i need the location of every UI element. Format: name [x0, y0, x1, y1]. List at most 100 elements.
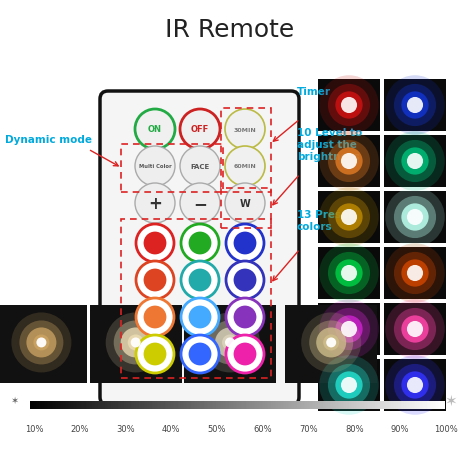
Circle shape [393, 85, 435, 127]
Circle shape [222, 335, 237, 351]
Circle shape [113, 321, 157, 364]
Circle shape [340, 98, 356, 114]
Circle shape [36, 338, 46, 347]
Bar [383, 80, 445, 132]
Circle shape [327, 140, 369, 183]
Circle shape [136, 335, 174, 373]
Circle shape [393, 308, 435, 350]
Text: Multi Color: Multi Color [138, 164, 171, 169]
Text: 40%: 40% [162, 425, 180, 434]
Circle shape [180, 262, 218, 299]
Circle shape [233, 232, 256, 255]
Circle shape [26, 328, 56, 358]
Text: 10 Level to
adjust the
brightness: 10 Level to adjust the brightness [296, 128, 361, 161]
Circle shape [128, 335, 143, 351]
Circle shape [134, 147, 174, 187]
Circle shape [308, 321, 353, 364]
Text: Dynamic mode: Dynamic mode [5, 135, 91, 145]
Circle shape [340, 265, 356, 281]
Circle shape [179, 110, 219, 150]
Text: 50%: 50% [207, 425, 226, 434]
Circle shape [180, 335, 218, 373]
Circle shape [130, 338, 140, 347]
Circle shape [319, 355, 378, 415]
Circle shape [301, 313, 360, 373]
Circle shape [136, 298, 174, 336]
Circle shape [384, 244, 444, 303]
Circle shape [19, 321, 63, 364]
Bar [317, 247, 379, 299]
Circle shape [393, 252, 435, 294]
Bar [383, 359, 445, 411]
Circle shape [393, 364, 435, 406]
Circle shape [319, 300, 378, 359]
Circle shape [327, 308, 369, 350]
Circle shape [384, 188, 444, 247]
Circle shape [327, 364, 369, 406]
Circle shape [225, 262, 263, 299]
Circle shape [401, 92, 428, 119]
Circle shape [179, 184, 219, 224]
Circle shape [315, 328, 346, 358]
Bar [0, 305, 87, 383]
Circle shape [384, 76, 444, 135]
Circle shape [136, 262, 174, 299]
Text: 60MIN: 60MIN [233, 164, 256, 169]
Circle shape [143, 232, 166, 255]
Circle shape [401, 148, 428, 175]
Circle shape [401, 204, 428, 231]
Bar [383, 191, 445, 243]
Circle shape [225, 335, 263, 373]
Circle shape [319, 132, 378, 191]
Circle shape [406, 265, 422, 281]
Circle shape [319, 244, 378, 303]
Circle shape [325, 338, 336, 347]
Circle shape [233, 306, 256, 329]
Circle shape [143, 269, 166, 292]
Circle shape [225, 224, 263, 263]
Text: ✶: ✶ [444, 392, 456, 408]
Circle shape [188, 343, 211, 366]
Circle shape [134, 110, 174, 150]
Bar [383, 136, 445, 188]
Circle shape [188, 232, 211, 255]
Bar [184, 305, 275, 383]
Bar [317, 80, 379, 132]
Circle shape [340, 209, 356, 225]
Text: −: − [193, 195, 207, 213]
Circle shape [224, 338, 235, 347]
Circle shape [335, 92, 362, 119]
Circle shape [188, 306, 211, 329]
Circle shape [401, 260, 428, 287]
Circle shape [225, 298, 263, 336]
FancyBboxPatch shape [100, 92, 298, 405]
Circle shape [134, 184, 174, 224]
Bar [383, 303, 445, 355]
Text: OFF: OFF [190, 125, 209, 134]
Circle shape [384, 355, 444, 415]
Circle shape [188, 269, 211, 292]
Circle shape [136, 224, 174, 263]
Circle shape [143, 306, 166, 329]
Circle shape [179, 147, 219, 187]
Circle shape [327, 252, 369, 294]
Circle shape [180, 298, 218, 336]
Circle shape [406, 377, 422, 393]
Text: W: W [239, 199, 250, 208]
Circle shape [106, 313, 165, 373]
Bar [90, 305, 181, 383]
Circle shape [406, 209, 422, 225]
Text: 10%: 10% [25, 425, 43, 434]
Circle shape [335, 204, 362, 231]
Circle shape [384, 132, 444, 191]
Text: 13 Preset
colors: 13 Preset colors [296, 210, 352, 231]
Circle shape [335, 316, 362, 343]
Circle shape [323, 335, 338, 351]
Circle shape [200, 313, 259, 373]
Circle shape [233, 269, 256, 292]
Circle shape [340, 321, 356, 337]
Circle shape [327, 196, 369, 239]
Circle shape [327, 85, 369, 127]
Circle shape [340, 377, 356, 393]
Circle shape [393, 140, 435, 183]
